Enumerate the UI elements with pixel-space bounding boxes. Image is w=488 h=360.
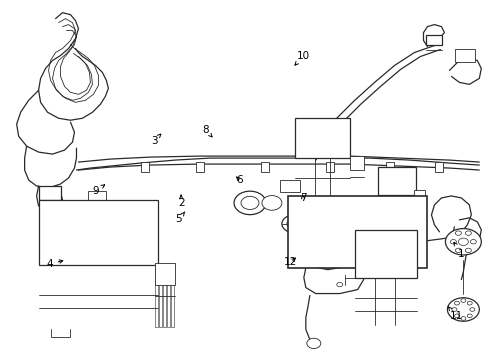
Bar [377, 167, 415, 195]
Circle shape [333, 244, 349, 256]
Bar [105, 212, 149, 250]
Circle shape [451, 308, 456, 311]
Bar [171, 268, 174, 328]
Bar [167, 268, 170, 328]
Bar [155, 263, 175, 285]
Text: 12: 12 [284, 257, 297, 267]
Bar [196, 162, 203, 172]
Circle shape [121, 231, 127, 236]
Bar [141, 162, 149, 172]
Circle shape [457, 238, 468, 246]
Circle shape [465, 231, 470, 235]
Bar [155, 268, 158, 328]
Circle shape [121, 244, 127, 248]
Circle shape [121, 220, 127, 224]
Bar [354, 230, 416, 278]
Circle shape [262, 195, 281, 210]
Bar [435, 162, 443, 172]
Circle shape [465, 248, 470, 253]
Circle shape [234, 191, 265, 215]
Bar [39, 186, 61, 200]
Circle shape [134, 231, 140, 236]
Text: 11: 11 [447, 306, 462, 321]
Circle shape [454, 231, 461, 235]
Circle shape [445, 229, 480, 255]
Circle shape [134, 220, 140, 224]
Circle shape [469, 239, 475, 244]
Circle shape [313, 239, 329, 251]
Bar [287, 196, 427, 268]
Text: 1: 1 [453, 242, 464, 258]
Circle shape [286, 219, 300, 229]
Circle shape [108, 231, 114, 236]
Circle shape [460, 317, 465, 320]
Text: 8: 8 [202, 125, 212, 137]
Bar [39, 200, 158, 265]
Bar [325, 162, 333, 172]
Circle shape [449, 239, 455, 244]
Bar [454, 49, 474, 62]
Text: 10: 10 [294, 51, 309, 65]
Bar [413, 190, 425, 200]
Text: 4: 4 [46, 259, 62, 269]
Bar [294, 118, 349, 158]
Bar [279, 180, 299, 192]
Bar [349, 156, 363, 170]
Circle shape [336, 282, 342, 287]
Circle shape [466, 314, 471, 318]
Circle shape [306, 338, 320, 348]
Circle shape [469, 308, 474, 311]
Circle shape [447, 298, 478, 321]
Bar [88, 191, 106, 205]
Text: 5: 5 [175, 212, 184, 224]
Bar [163, 268, 166, 328]
Circle shape [454, 314, 459, 318]
Text: 9: 9 [92, 185, 104, 196]
Circle shape [108, 220, 114, 224]
Circle shape [460, 299, 465, 302]
Text: 7: 7 [299, 193, 305, 203]
Circle shape [108, 244, 114, 248]
Bar [385, 162, 393, 172]
Circle shape [454, 248, 461, 253]
Circle shape [454, 301, 459, 305]
Text: 3: 3 [151, 134, 161, 145]
Bar [426, 35, 442, 45]
Text: 6: 6 [236, 175, 243, 185]
Text: 2: 2 [178, 195, 184, 208]
Bar [261, 162, 268, 172]
Circle shape [134, 244, 140, 248]
Circle shape [466, 301, 471, 305]
Bar [159, 268, 162, 328]
Circle shape [281, 215, 305, 233]
Circle shape [241, 196, 259, 210]
